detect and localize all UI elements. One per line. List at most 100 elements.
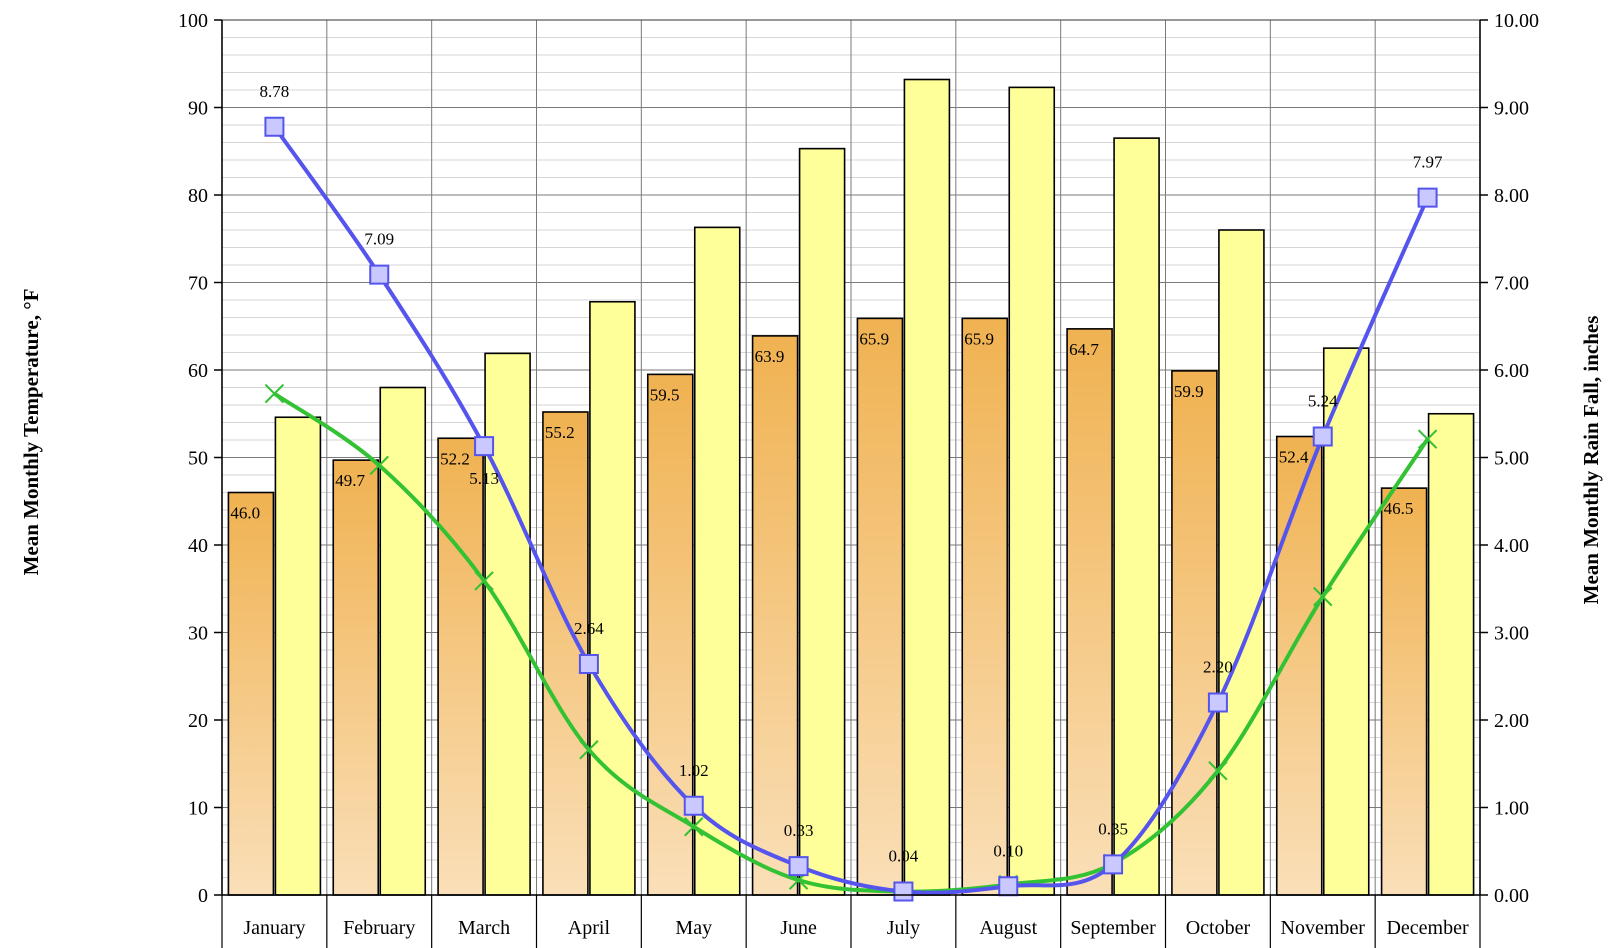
temperature-bar-2	[379, 386, 427, 896]
line-data-label: 0.04	[889, 847, 919, 866]
bar-data-label: 46.0	[230, 504, 260, 523]
data-labels: 46.0 49.7 52.2 55.2 59.5 63.9 65.9 65.9 64.7 59.9…	[230, 82, 1443, 866]
y-tick-label: 40	[188, 535, 208, 557]
temperature-bar-2	[798, 147, 846, 896]
temperature-bar	[751, 335, 799, 896]
line-data-label: 5.13	[469, 469, 499, 488]
y2-tick-label: 2.00	[1494, 710, 1529, 732]
category-label: October	[1186, 917, 1251, 939]
axes: 0 10 20 30 40 50 60 70 80 90 100 0.00 1.00 2.00 3.00 4.…	[178, 10, 1539, 907]
temperature-bar	[1066, 328, 1113, 896]
blue-square-marker	[998, 876, 1019, 897]
category-label: November	[1281, 917, 1366, 939]
bar-data-label: 52.2	[440, 449, 470, 468]
temperature-bar-2	[693, 226, 741, 896]
green-series-line	[273, 391, 1430, 894]
category-labels: January February March April May June July Augu…	[221, 895, 1481, 948]
y-tick-label: 0	[198, 885, 208, 907]
line-data-label: 5.24	[1308, 392, 1338, 411]
bar-data-label: 59.9	[1174, 382, 1204, 401]
y2-tick-label: 3.00	[1494, 623, 1529, 645]
temperature-bar	[1171, 370, 1218, 896]
bar-data-label: 65.9	[964, 329, 994, 348]
y-tick-label: 30	[188, 623, 208, 645]
temperature-bar	[961, 317, 1009, 896]
line-data-label: 7.97	[1413, 153, 1443, 172]
temperature-bar	[332, 459, 380, 896]
temperature-bar-2	[274, 416, 322, 896]
y2-axis-title: Mean Monthly Rain Fall, inches	[1579, 316, 1603, 605]
y2-tick-label: 9.00	[1494, 98, 1529, 120]
blue-square-marker	[1207, 692, 1228, 713]
y-tick-label: 90	[188, 98, 208, 120]
y-tick-label: 50	[188, 448, 208, 470]
y2-tick-label: 7.00	[1494, 273, 1529, 295]
line-data-label: 2.64	[574, 619, 604, 638]
bar-data-label: 46.5	[1384, 499, 1414, 518]
blue-square-marker	[264, 116, 285, 137]
y2-tick-label: 10.00	[1494, 10, 1539, 32]
green-x-marker	[264, 383, 285, 404]
temperature-bar	[227, 491, 275, 896]
temperature-bar-2	[484, 352, 531, 896]
green-x-marker	[369, 455, 389, 476]
bar-data-label: 52.4	[1279, 448, 1309, 467]
green-x-marker	[1417, 429, 1438, 449]
temperature-bar	[1380, 487, 1428, 896]
green-x-marker	[1313, 586, 1333, 607]
bars	[227, 78, 1475, 896]
temperature-bar-2	[1427, 412, 1475, 896]
category-label: May	[675, 917, 712, 939]
temperature-bar	[856, 317, 904, 896]
temperature-bar-2	[1008, 86, 1056, 896]
bar-data-label: 64.7	[1069, 340, 1099, 359]
y-tick-label: 10	[188, 798, 208, 820]
line-data-label: 0.35	[1098, 819, 1128, 838]
bar-data-label: 55.2	[545, 423, 575, 442]
y2-tick-label: 0.00	[1494, 885, 1529, 907]
line-data-label: 0.33	[784, 821, 814, 840]
category-label: August	[979, 917, 1037, 939]
category-label: March	[458, 917, 510, 939]
category-label: December	[1386, 917, 1469, 939]
temperature-bar-2	[589, 300, 636, 896]
blue-square-marker	[893, 881, 914, 902]
green-x-marker	[579, 740, 599, 760]
line-data-label: 1.02	[679, 761, 709, 780]
bar-data-label: 63.9	[755, 347, 785, 366]
category-label: April	[568, 917, 611, 939]
category-label: June	[780, 917, 817, 939]
category-label: July	[887, 917, 920, 939]
category-label: January	[243, 917, 305, 939]
green-x-marker	[1208, 761, 1228, 781]
line-data-label: 0.10	[993, 841, 1023, 860]
y2-tick-label: 4.00	[1494, 535, 1529, 557]
blue-square-marker	[1312, 426, 1333, 447]
green-x-marker	[474, 571, 494, 591]
line-data-label: 8.78	[260, 82, 290, 101]
bar-data-label: 49.7	[335, 471, 365, 490]
y-tick-label: 80	[188, 185, 208, 207]
blue-square-marker	[1103, 854, 1124, 875]
green-x-marker	[684, 817, 704, 837]
y2-tick-label: 6.00	[1494, 360, 1529, 382]
category-label: September	[1070, 917, 1156, 939]
y-tick-label: 60	[188, 360, 208, 382]
y-tick-label: 100	[178, 10, 208, 32]
series-lines	[264, 116, 1438, 902]
y2-tick-label: 5.00	[1494, 448, 1529, 470]
bar-data-label: 65.9	[859, 329, 889, 348]
category-label: February	[343, 917, 415, 939]
y2-tick-label: 1.00	[1494, 798, 1529, 820]
blue-square-marker	[369, 264, 390, 285]
y-tick-label: 70	[188, 273, 208, 295]
blue-square-marker	[788, 856, 809, 877]
temperature-bar	[646, 373, 694, 896]
y-axis-title: Mean Monthly Temperature, °F	[19, 289, 43, 576]
temperature-bar	[437, 437, 484, 896]
blue-square-marker	[578, 654, 599, 674]
temperature-bar-2	[1113, 137, 1160, 896]
blue-square-marker	[474, 436, 495, 457]
temperature-bar-2	[903, 78, 951, 896]
